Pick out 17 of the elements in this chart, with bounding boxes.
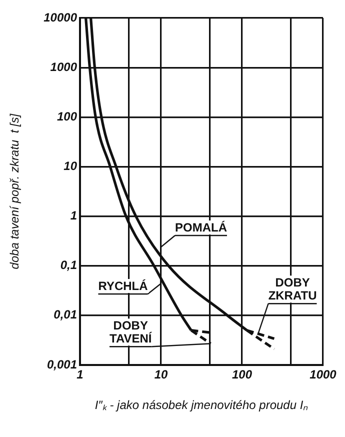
annotation: POMALÁ	[175, 220, 228, 234]
y-tick-label: 1000	[50, 60, 78, 74]
y-tick-label: 100	[56, 109, 78, 124]
y-tick-label: 0,1	[60, 258, 78, 272]
y-tick-label: 0,001	[46, 357, 78, 372]
annotation: DOBY TAVENÍ	[110, 318, 152, 346]
y-tick-label: 10	[64, 159, 78, 174]
y-tick-label: 1	[70, 208, 78, 223]
y-axis-title: doba tavení popř. zkratu t [s]	[8, 113, 22, 270]
x-tick-label: 1000	[310, 368, 337, 382]
x-tick-label: 100	[232, 368, 252, 382]
annotation: DOBY ZKRATU	[268, 275, 317, 302]
y-tick-label: 10000	[44, 10, 78, 24]
y-tick-label: 0,01	[54, 308, 78, 322]
annotation: RYCHLÁ	[98, 278, 148, 293]
x-tick-label: 10	[154, 368, 168, 382]
x-axis-title: I″ₖ - jako násobek jmenovitého proudu Iₙ	[94, 398, 308, 412]
